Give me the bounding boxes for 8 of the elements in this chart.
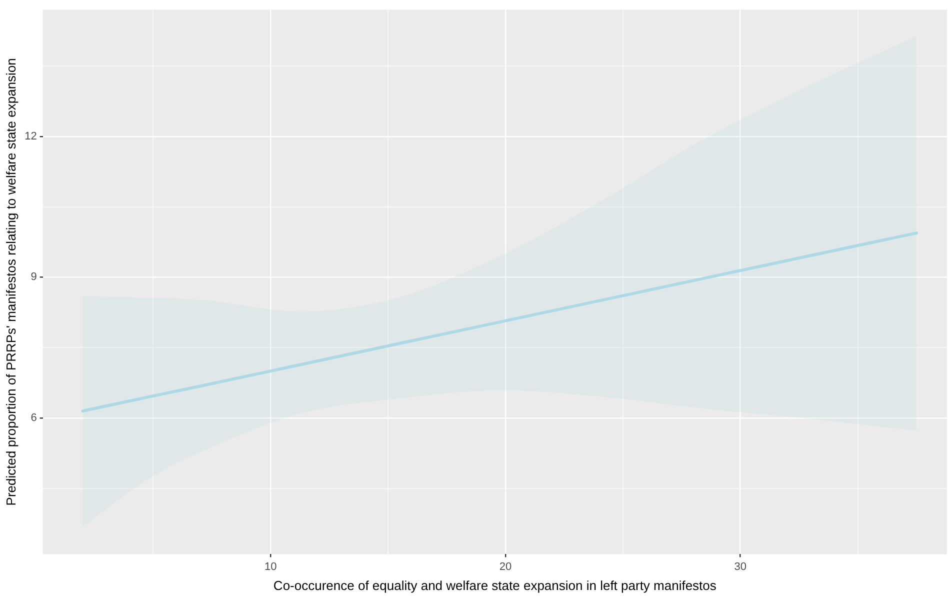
x-tick-label: 20 [499,560,512,573]
y-axis-title: Predicted proportion of PRRPs' manifestos relating to welfare state expansion [3,58,18,506]
x-tick-label: 30 [734,560,746,573]
y-tick-label: 12 [24,130,37,142]
x-tick-label: 10 [264,560,277,573]
x-axis-title: Co-occurence of equality and welfare state expansion in left party manifestos [273,578,717,593]
y-tick-label: 9 [30,271,37,284]
y-tick-label: 6 [30,412,37,424]
